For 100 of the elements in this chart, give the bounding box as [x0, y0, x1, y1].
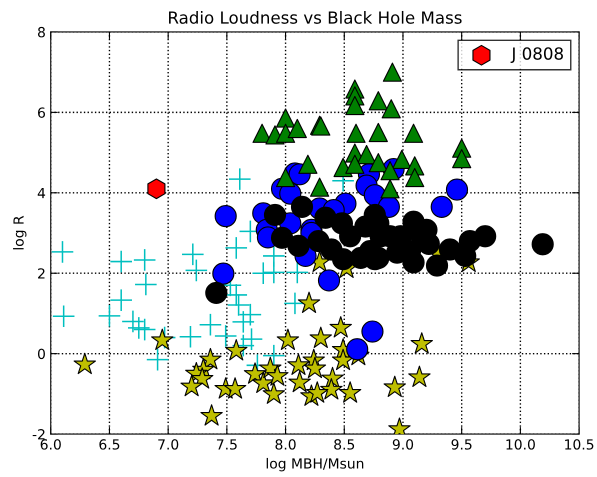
point	[225, 339, 248, 360]
point	[228, 168, 251, 190]
x-tick-label: 10.5	[565, 439, 594, 450]
point	[392, 150, 412, 170]
point	[252, 372, 274, 394]
point	[310, 178, 330, 197]
y-tick-label: -2	[32, 429, 44, 440]
point	[320, 378, 343, 400]
point	[426, 254, 448, 277]
point	[368, 122, 388, 142]
point	[52, 241, 74, 263]
point	[306, 381, 328, 403]
point	[338, 381, 362, 403]
point	[224, 377, 246, 399]
y-tick-label: 6	[38, 107, 46, 118]
point	[186, 260, 208, 282]
y-tick-label: 4	[38, 188, 46, 198]
point	[240, 304, 262, 326]
point	[288, 118, 307, 138]
point	[384, 376, 406, 398]
point	[264, 204, 286, 226]
point	[320, 238, 342, 261]
point	[182, 244, 204, 266]
point	[410, 332, 433, 354]
point	[200, 404, 223, 426]
point	[214, 325, 236, 347]
point	[263, 344, 285, 366]
point	[52, 305, 74, 328]
point	[356, 144, 376, 164]
point	[228, 294, 250, 316]
point	[287, 234, 310, 257]
point	[146, 348, 168, 370]
point	[74, 352, 96, 374]
x-tick-label: 9.0	[392, 439, 414, 450]
point	[345, 96, 364, 116]
point	[330, 212, 354, 234]
legend-label: J 0808	[510, 47, 563, 63]
x-tick-label: 10.0	[506, 439, 535, 450]
point	[532, 233, 554, 256]
point	[128, 317, 150, 339]
point	[318, 269, 340, 292]
point	[382, 99, 401, 118]
x-tick-label: 6.5	[99, 439, 120, 450]
point	[134, 318, 156, 340]
point	[346, 124, 366, 143]
chart-title: Radio Loudness vs Black Hole Mass	[169, 10, 462, 24]
point	[290, 196, 314, 218]
y-axis-title: log R	[13, 216, 26, 250]
y-tick-label: 2	[38, 268, 44, 278]
x-tick-label: 8.5	[334, 439, 354, 450]
point	[404, 124, 424, 143]
point	[147, 178, 166, 200]
point	[345, 154, 364, 174]
point	[288, 370, 311, 392]
point	[276, 108, 296, 128]
point	[330, 316, 352, 338]
y-tick-label: 8	[38, 26, 45, 38]
point	[298, 154, 318, 174]
x-tick-label: 8.0	[275, 439, 296, 450]
x-tick-label: 6.0	[40, 439, 61, 450]
point	[240, 328, 262, 350]
point	[134, 249, 156, 271]
point	[380, 161, 400, 180]
point	[266, 364, 289, 386]
x-axis-title: log MBH/Msun	[266, 458, 364, 472]
point	[232, 311, 254, 333]
point	[304, 356, 326, 378]
point	[298, 292, 320, 313]
point	[380, 179, 400, 198]
point	[474, 225, 496, 248]
point	[270, 226, 294, 249]
point	[122, 310, 144, 332]
point	[382, 62, 402, 82]
point	[214, 205, 237, 228]
point	[110, 250, 132, 272]
point	[405, 168, 424, 188]
point	[205, 282, 228, 304]
point	[408, 366, 431, 387]
point	[368, 153, 388, 172]
x-tick-label: 9.5	[452, 439, 472, 450]
point	[276, 168, 296, 188]
point	[225, 237, 248, 259]
point	[287, 354, 310, 375]
point	[368, 91, 388, 110]
point	[446, 178, 468, 201]
point	[262, 382, 286, 404]
point	[310, 326, 332, 348]
point	[180, 374, 203, 396]
point	[452, 149, 472, 168]
point	[135, 274, 157, 296]
point	[286, 262, 308, 284]
point	[244, 362, 266, 384]
point	[276, 124, 296, 143]
point	[180, 326, 202, 348]
x-tick-label: 7.0	[158, 439, 178, 450]
point	[200, 314, 222, 336]
point	[430, 196, 453, 218]
x-tick-label: 7.5	[216, 439, 237, 450]
point	[276, 328, 300, 350]
point	[110, 289, 132, 311]
